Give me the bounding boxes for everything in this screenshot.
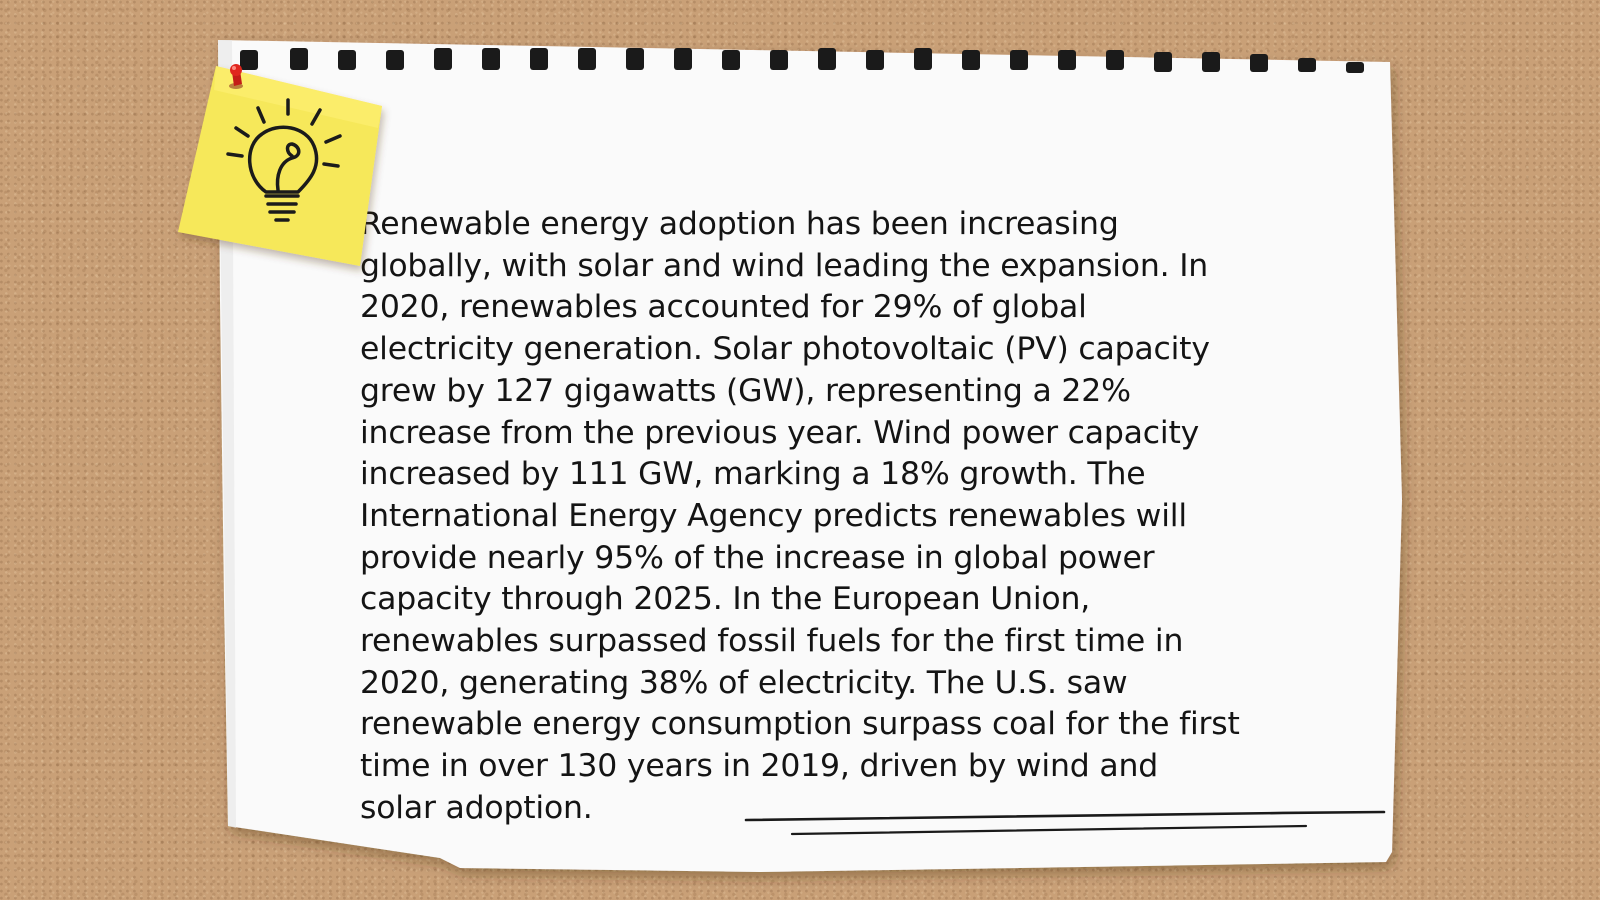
note-body-text: Renewable energy adoption has been incre…: [360, 206, 1240, 826]
binding-holes: [240, 48, 1364, 73]
